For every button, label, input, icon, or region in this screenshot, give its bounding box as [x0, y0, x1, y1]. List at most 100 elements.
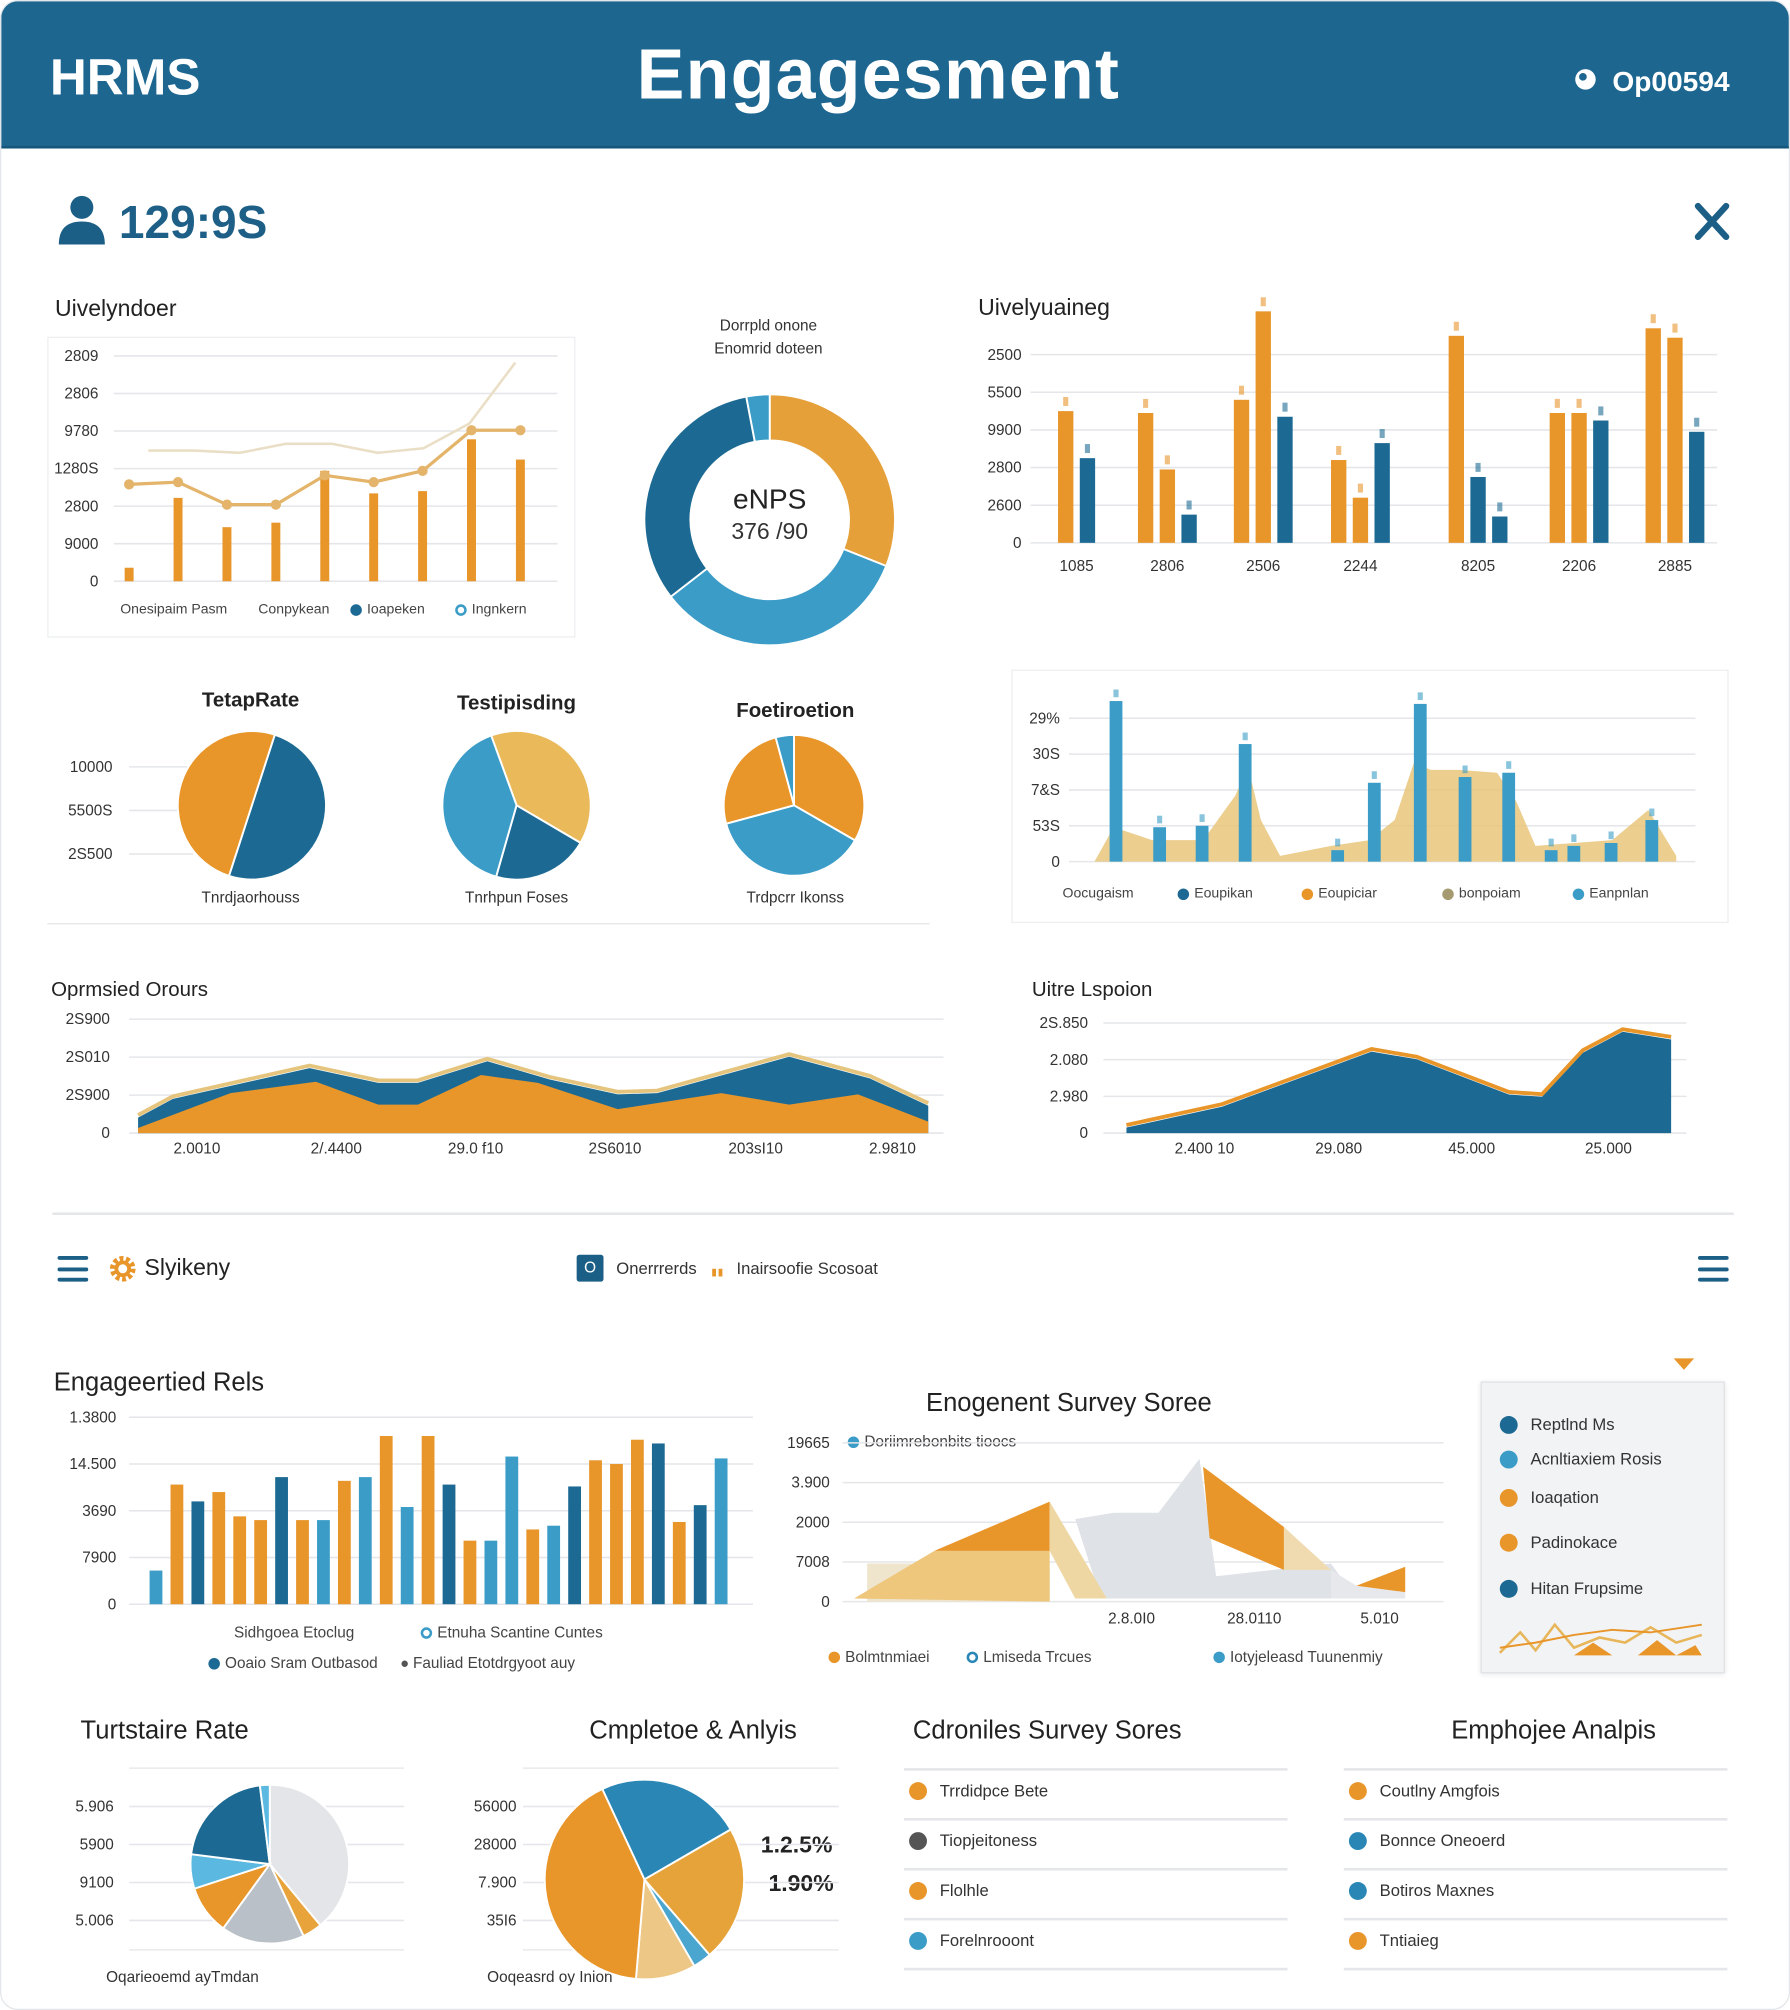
pie-slice: [193, 1862, 273, 1930]
list-item-label: Tntiaieg: [1379, 1930, 1439, 1950]
gear-icon[interactable]: [109, 1255, 137, 1283]
pie-label: Ooqeasrd oy Inion: [487, 1967, 613, 1986]
legend-item: Onesipaim Pasm: [120, 601, 228, 618]
divider: [903, 1768, 1288, 1771]
y-tick-label: 2S900: [66, 1011, 110, 1028]
y-tick-label: 2000: [796, 1514, 830, 1531]
list-item[interactable]: Flolhle: [909, 1881, 989, 1900]
legend-panel-item[interactable]: Ioaqation: [1499, 1488, 1599, 1507]
brand-logo[interactable]: HRMS: [49, 49, 201, 107]
enps-label: eNPS: [732, 482, 807, 515]
y-tick-label: 19665: [787, 1435, 830, 1452]
bar-value-label: [1694, 417, 1700, 427]
area-series: [1283, 1527, 1331, 1570]
list-item[interactable]: Bonnce Oneoerd: [1348, 1831, 1505, 1850]
filter-label-2[interactable]: Inairsoofie Scosoat: [736, 1258, 878, 1278]
list-item[interactable]: Botiros Maxnes: [1348, 1881, 1494, 1900]
pie-label: Oqarieoemd ayTmdan: [106, 1967, 259, 1986]
area-series: [1356, 1566, 1406, 1593]
pie-slice: [441, 734, 518, 878]
bar: [1058, 411, 1074, 543]
legend-dot-icon: [1499, 1488, 1518, 1507]
bar-value-label: [1475, 462, 1481, 472]
bar-value-label: [1282, 402, 1288, 412]
filter-label[interactable]: Onerrrerds: [616, 1258, 697, 1278]
legend-item: Doriimrebonbits tioocs: [847, 1433, 1016, 1451]
user-id[interactable]: Op00594: [1612, 65, 1730, 98]
area-chart-title: Uitre Lspoion: [1031, 979, 1153, 1002]
bar: [149, 1570, 163, 1605]
y-tick-label: 7008: [796, 1554, 830, 1571]
x-tick-label: 45.000: [1448, 1141, 1495, 1158]
x-tick-label: 5.010: [1360, 1610, 1398, 1627]
menu-icon[interactable]: [1697, 1255, 1729, 1282]
pie-slice: [258, 1783, 271, 1865]
bar-value-label: [1336, 445, 1342, 455]
list-item[interactable]: Coutlny Amgfois: [1348, 1781, 1500, 1800]
area-outline: [1126, 1027, 1672, 1127]
divider: [1343, 1818, 1728, 1821]
user-pin-icon[interactable]: [1574, 68, 1597, 91]
legend-label: Hitan Frupsime: [1530, 1578, 1644, 1598]
area-series: [1049, 1501, 1107, 1599]
area-chart: 2S900 2S010 2S900 0 2.0010 2/.4400 29.0 f10 2S6…: [66, 1011, 944, 1158]
app-label[interactable]: Slyikeny: [144, 1254, 231, 1281]
x-tick-label: 2885: [1658, 558, 1692, 575]
legend-item: Ingnkern: [455, 602, 527, 617]
bar: [337, 1480, 351, 1605]
list-item[interactable]: Forelnrooont: [909, 1931, 1034, 1950]
pie-slice: [669, 547, 888, 647]
list-item[interactable]: Tiopjeitoness: [909, 1831, 1037, 1850]
y-tick-label: 0: [1013, 535, 1022, 552]
legend-panel-item[interactable]: Hitan Frupsime: [1499, 1578, 1644, 1598]
list-item[interactable]: Trrdidpce Bete: [909, 1781, 1048, 1800]
bar-value-label: [1143, 398, 1149, 408]
filter-icon[interactable]: O: [576, 1254, 604, 1282]
header-bar: HRMS Engagesment Op00594: [1, 1, 1789, 149]
legend-panel-item[interactable]: Padinokace: [1499, 1532, 1618, 1552]
bar: [631, 1439, 644, 1605]
legend-item: Lmiseda Trcues: [966, 1648, 1092, 1666]
x-tick-label: 2206: [1562, 558, 1596, 575]
x-tick-label: 2244: [1343, 558, 1378, 575]
bar-value-label: [1063, 397, 1069, 406]
list-item[interactable]: Tntiaieg: [1348, 1930, 1439, 1950]
bar: [1571, 412, 1587, 543]
menu-icon[interactable]: [57, 1255, 89, 1282]
page-title: Engagesment: [636, 33, 1121, 114]
bar: [170, 1484, 184, 1605]
area-series: [1075, 1458, 1357, 1599]
y-tick-label: 2500: [987, 347, 1021, 364]
legend-label: Acnltiaxiem Rosis: [1530, 1449, 1662, 1469]
bar: [212, 1492, 226, 1605]
y-tick-label: 0: [1080, 1125, 1089, 1142]
pie-slice: [489, 730, 592, 845]
bar: [1645, 328, 1661, 543]
legend-label: Padinokace: [1530, 1532, 1618, 1552]
bar: [651, 1443, 665, 1605]
status-dot-icon: [1348, 1881, 1367, 1900]
legend-panel-item[interactable]: Reptlnd Ms: [1499, 1415, 1615, 1434]
divider: [903, 1867, 1288, 1871]
divider: [1343, 1917, 1728, 1921]
legend-item: Oocugaism: [1062, 885, 1134, 902]
bar: [317, 1520, 330, 1605]
y-tick-label: 5500S: [68, 803, 112, 820]
mini-chart-icon: [1498, 1622, 1703, 1656]
user-icon: [56, 193, 107, 245]
percent-annotation: 1.90%: [768, 1870, 834, 1897]
employee-count: 129:9S: [118, 195, 268, 249]
area-series: [1203, 1466, 1284, 1570]
y-tick-label: 1.3800: [69, 1409, 116, 1426]
pie-slice: [600, 1778, 733, 1881]
tag-icon: [711, 1262, 724, 1277]
bar: [1492, 516, 1508, 543]
legend-dot-icon: [1499, 1533, 1518, 1552]
bar-value-label: [1672, 323, 1678, 333]
survey-list-title: Cdroniles Survey Sores: [912, 1716, 1182, 1746]
close-icon[interactable]: [1693, 201, 1731, 242]
chevron-down-icon[interactable]: [1672, 1356, 1695, 1371]
legend-panel-item[interactable]: Acnltiaxiem Rosis: [1499, 1449, 1662, 1469]
legend-item: Etnuha Scantine Cuntes: [420, 1623, 603, 1641]
bar: [526, 1529, 540, 1605]
